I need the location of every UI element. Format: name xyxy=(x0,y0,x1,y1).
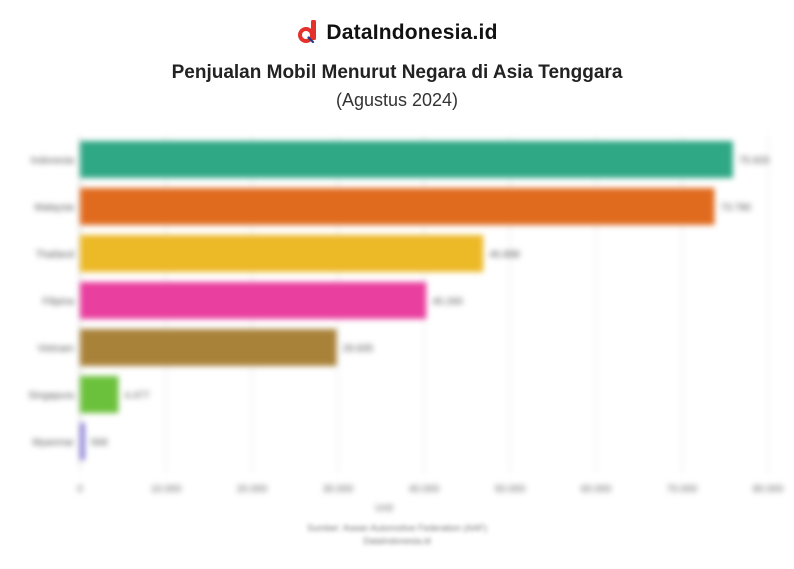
bar-vietnam xyxy=(80,329,337,366)
source-line-1: Sumber: Asean Automotive Federation (AAF… xyxy=(306,523,488,533)
category-label: Myanmar xyxy=(32,438,74,449)
x-tick-label: 50.000 xyxy=(495,484,526,495)
x-tick-label: 0 xyxy=(77,484,83,495)
bar-myanmar xyxy=(80,423,85,460)
source-line-2: DataIndonesia.id xyxy=(363,536,431,546)
value-label: 40.260 xyxy=(432,297,463,308)
source-note: Sumber: Asean Automotive Federation (AAF… xyxy=(0,522,794,548)
category-label: Malaysia xyxy=(35,203,75,214)
x-tick-label: 70.000 xyxy=(667,484,698,495)
value-label: 568 xyxy=(91,438,108,449)
value-label: 75.920 xyxy=(739,156,770,167)
category-label: Vietnam xyxy=(37,344,74,355)
x-tick-label: 10.000 xyxy=(151,484,182,495)
bar-chart: 0 10.000 20.000 30.000 40.000 50.000 60.000 70.… xyxy=(28,136,784,514)
bar-malaysia xyxy=(80,188,715,225)
x-tick-label: 80.000 xyxy=(753,484,784,495)
category-label: Indonesia xyxy=(31,156,75,167)
value-label: 46.888 xyxy=(489,250,520,261)
value-label: 73.780 xyxy=(721,203,752,214)
bar-indonesia xyxy=(80,141,733,178)
brand-name: DataIndonesia.id xyxy=(326,21,498,44)
x-tick-label: 40.000 xyxy=(409,484,440,495)
x-axis-title: Unit xyxy=(375,503,393,514)
chart-subtitle: (Agustus 2024) xyxy=(335,90,459,110)
bar-filipina xyxy=(80,282,427,319)
x-tick-label: 30.000 xyxy=(323,484,354,495)
bar-singapura xyxy=(80,376,119,413)
bar-thailand xyxy=(80,235,484,272)
x-tick-label: 20.000 xyxy=(237,484,268,495)
x-tick-label: 60.000 xyxy=(581,484,612,495)
category-label: Thailand xyxy=(36,250,74,261)
category-label: Singapura xyxy=(28,391,74,402)
chart-title: Penjualan Mobil Menurut Negara di Asia T… xyxy=(171,62,623,83)
value-label: 4.477 xyxy=(125,391,150,402)
brand-logo-icon xyxy=(298,20,317,44)
category-label: Filipina xyxy=(42,297,74,308)
brand-header: DataIndonesia.id xyxy=(0,20,794,52)
value-label: 29.835 xyxy=(343,344,374,355)
